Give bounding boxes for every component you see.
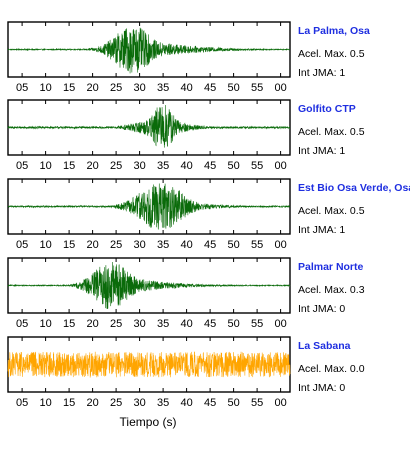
tick-label: 10: [39, 239, 51, 251]
trace-line: [7, 351, 291, 378]
tick-label: 05: [16, 160, 28, 172]
acel-max-text: Acel. Max. 0.5: [298, 48, 365, 60]
tick-label: 10: [39, 318, 51, 330]
tick-label: 50: [227, 318, 239, 330]
int-jma-text: Int JMA: 1: [298, 145, 345, 157]
tick-label: 50: [227, 397, 239, 409]
tick-label: 00: [274, 239, 286, 251]
tick-label: 10: [39, 397, 51, 409]
station-name: Est Bio Osa Verde, Osa: [298, 182, 410, 194]
int-jma-text: Int JMA: 1: [298, 67, 345, 79]
station-name: La Palma, Osa: [298, 25, 370, 37]
tick-label: 05: [16, 82, 28, 94]
tick-label: 40: [180, 239, 192, 251]
tick-label: 40: [180, 397, 192, 409]
tick-label: 35: [157, 397, 169, 409]
tick-label: 20: [86, 239, 98, 251]
tick-label: 55: [251, 397, 263, 409]
acel-max-text: Acel. Max. 0.5: [298, 205, 365, 217]
tick-label: 45: [204, 318, 216, 330]
tick-label: 45: [204, 82, 216, 94]
int-jma-text: Int JMA: 1: [298, 224, 345, 236]
acel-max-text: Acel. Max. 0.3: [298, 284, 365, 296]
panel-1: 05 10 15 20 25 30 35 40 45 50 55 00 Golfito CTP Acel.…: [7, 99, 365, 172]
tick-label: 30: [133, 160, 145, 172]
tick-label: 15: [63, 397, 75, 409]
tick-label: 45: [204, 397, 216, 409]
x-axis-label: Tiempo (s): [120, 415, 177, 429]
tick-label: 35: [157, 239, 169, 251]
tick-label: 55: [251, 318, 263, 330]
tick-label: 00: [274, 318, 286, 330]
tick-label: 20: [86, 160, 98, 172]
trace-line: [7, 27, 291, 74]
tick-label: 25: [110, 397, 122, 409]
tick-label: 40: [180, 318, 192, 330]
tick-label: 05: [16, 397, 28, 409]
acel-max-text: Acel. Max. 0.5: [298, 126, 365, 138]
panel-2: 05 10 15 20 25 30 35 40 45 50 55 00 Est Bio Osa Verd…: [7, 178, 410, 251]
tick-label: 00: [274, 160, 286, 172]
int-jma-text: Int JMA: 0: [298, 303, 345, 315]
station-name: La Sabana: [298, 340, 351, 352]
tick-label: 50: [227, 160, 239, 172]
tick-label: 20: [86, 82, 98, 94]
tick-label: 45: [204, 239, 216, 251]
tick-label: 30: [133, 318, 145, 330]
tick-label: 15: [63, 239, 75, 251]
tick-label: 15: [63, 318, 75, 330]
tick-label: 25: [110, 318, 122, 330]
tick-label: 10: [39, 160, 51, 172]
tick-label: 55: [251, 239, 263, 251]
tick-label: 30: [133, 82, 145, 94]
trace-line: [7, 261, 291, 309]
tick-label: 00: [274, 397, 286, 409]
tick-label: 10: [39, 82, 51, 94]
tick-label: 35: [157, 318, 169, 330]
tick-label: 20: [86, 318, 98, 330]
tick-label: 50: [227, 82, 239, 94]
seismogram-panels: 05 10 15 20 25 30 35 40 45 50 55 00 La Palma, Osa Ace…: [7, 21, 410, 409]
tick-label: 30: [133, 239, 145, 251]
tick-label: 15: [63, 82, 75, 94]
trace-line: [7, 104, 291, 148]
tick-label: 05: [16, 318, 28, 330]
station-name: Palmar Norte: [298, 261, 364, 273]
tick-label: 55: [251, 82, 263, 94]
tick-label: 25: [110, 160, 122, 172]
station-name: Golfito CTP: [298, 103, 356, 115]
tick-label: 05: [16, 239, 28, 251]
tick-label: 40: [180, 82, 192, 94]
tick-label: 40: [180, 160, 192, 172]
panel-4: 05 10 15 20 25 30 35 40 45 50 55 00 La Sabana Acel. M…: [7, 336, 365, 409]
panel-0: 05 10 15 20 25 30 35 40 45 50 55 00 La Palma, Osa Ace…: [7, 21, 370, 94]
tick-label: 25: [110, 82, 122, 94]
tick-label: 00: [274, 82, 286, 94]
tick-label: 55: [251, 160, 263, 172]
acel-max-text: Acel. Max. 0.0: [298, 363, 365, 375]
tick-label: 35: [157, 160, 169, 172]
tick-label: 35: [157, 82, 169, 94]
tick-label: 45: [204, 160, 216, 172]
panel-3: 05 10 15 20 25 30 35 40 45 50 55 00 Palmar Norte Acel…: [7, 257, 365, 330]
tick-label: 50: [227, 239, 239, 251]
tick-label: 20: [86, 397, 98, 409]
int-jma-text: Int JMA: 0: [298, 382, 345, 394]
tick-label: 25: [110, 239, 122, 251]
tick-label: 15: [63, 160, 75, 172]
trace-line: [7, 183, 291, 230]
tick-label: 30: [133, 397, 145, 409]
